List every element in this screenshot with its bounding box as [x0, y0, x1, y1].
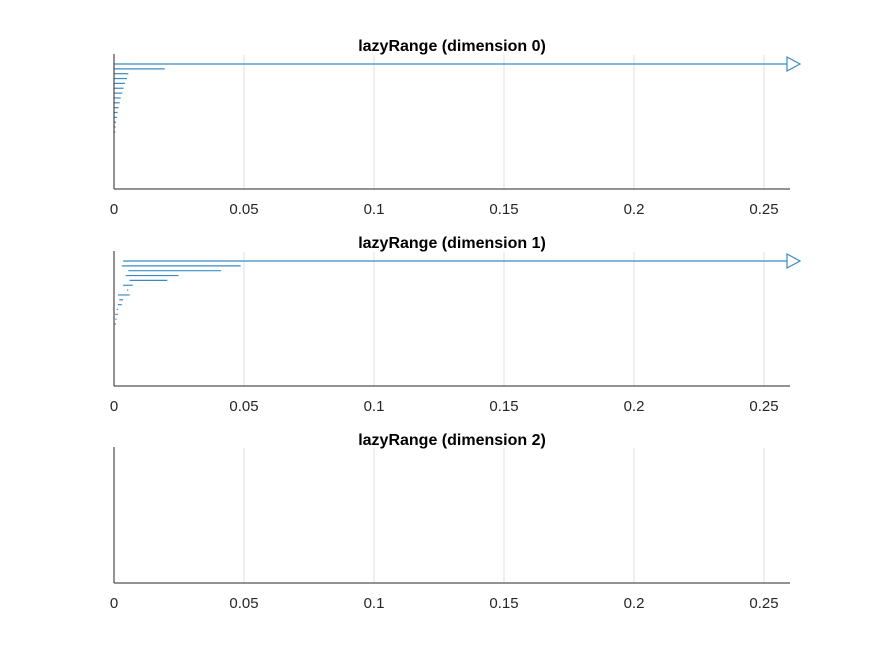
- panel-dimension-1: lazyRange (dimension 1) 0 0.05 0.1 0.15 0.2 0…: [110, 235, 802, 415]
- panel-title: lazyRange (dimension 2): [358, 432, 546, 449]
- x-tick-label: 0.15: [489, 595, 518, 612]
- x-tick-label: 0: [110, 595, 118, 612]
- x-grid: [243, 448, 765, 583]
- x-tick-label: 0: [110, 201, 118, 218]
- x-tick-label: 0.2: [624, 595, 645, 612]
- x-grid: [243, 252, 765, 386]
- x-tick-label: 0.25: [749, 398, 778, 415]
- x-tick-labels: 0 0.05 0.1 0.15 0.2 0.25: [110, 201, 779, 218]
- x-tick-label: 0.15: [489, 398, 518, 415]
- x-tick-label: 0: [110, 398, 118, 415]
- panel-dimension-2: lazyRange (dimension 2) 0 0.05 0.1 0.15 0.2 0…: [110, 432, 790, 612]
- x-tick-labels: 0 0.05 0.1 0.15 0.2 0.25: [110, 398, 779, 415]
- panel-title: lazyRange (dimension 0): [358, 38, 546, 55]
- x-tick-label: 0.1: [364, 595, 385, 612]
- x-tick-label: 0.05: [229, 201, 258, 218]
- panel-dimension-0: lazyRange (dimension 0) 0 0.05 0.1 0.15 0.2 0…: [110, 38, 802, 218]
- x-tick-label: 0.25: [749, 201, 778, 218]
- x-tick-label: 0.25: [749, 595, 778, 612]
- x-tick-label: 0.2: [624, 398, 645, 415]
- infinity-arrow-icon: [786, 252, 802, 270]
- panel-title: lazyRange (dimension 1): [358, 235, 546, 252]
- x-tick-label: 0.05: [229, 398, 258, 415]
- x-tick-label: 0.05: [229, 595, 258, 612]
- infinity-arrow-icon: [786, 55, 802, 73]
- x-tick-label: 0.1: [364, 398, 385, 415]
- bars: [114, 252, 802, 325]
- x-tick-label: 0.2: [624, 201, 645, 218]
- bars: [114, 55, 802, 133]
- x-tick-label: 0.1: [364, 201, 385, 218]
- x-tick-label: 0.15: [489, 201, 518, 218]
- x-grid: [243, 55, 765, 189]
- x-tick-labels: 0 0.05 0.1 0.15 0.2 0.25: [110, 595, 779, 612]
